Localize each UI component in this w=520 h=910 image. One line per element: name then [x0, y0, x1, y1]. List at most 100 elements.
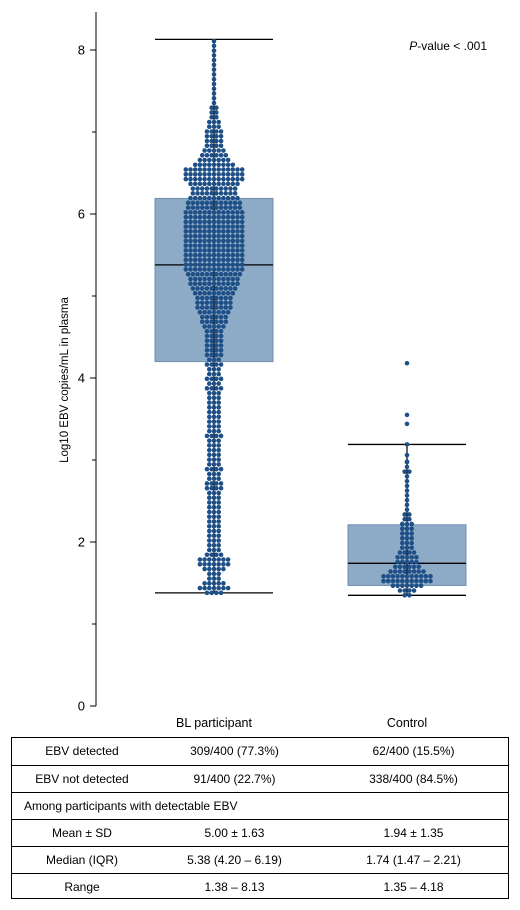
data-point	[216, 281, 221, 287]
data-point	[409, 521, 415, 527]
data-point	[190, 286, 196, 291]
data-point	[216, 195, 221, 201]
data-point	[209, 485, 214, 491]
data-point	[211, 248, 217, 253]
data-point	[221, 210, 226, 215]
data-point	[235, 172, 240, 177]
data-point	[211, 557, 217, 562]
data-point	[192, 248, 198, 253]
data-point	[207, 495, 212, 501]
data-point	[239, 257, 245, 263]
data-point	[211, 243, 217, 248]
data-point	[216, 148, 221, 153]
data-point	[407, 469, 412, 474]
data-point	[216, 557, 221, 562]
data-point	[192, 229, 198, 234]
data-point	[214, 191, 219, 196]
data-point	[207, 562, 212, 567]
data-point	[211, 566, 217, 572]
data-point	[197, 248, 203, 253]
data-point	[404, 452, 410, 458]
data-point	[211, 38, 217, 44]
data-point	[395, 554, 400, 560]
data-point	[216, 224, 221, 229]
data-point	[225, 162, 231, 168]
data-point	[214, 152, 219, 158]
data-point	[214, 133, 219, 139]
data-point	[216, 519, 221, 524]
data-point	[204, 319, 210, 325]
data-point	[235, 252, 240, 258]
data-point	[211, 224, 217, 229]
table-row: Range 1.38 – 8.13 1.35 – 4.18	[12, 873, 508, 900]
data-point	[204, 386, 210, 391]
data-point	[228, 295, 233, 301]
data-point	[216, 409, 221, 415]
data-point	[211, 162, 217, 168]
data-point	[400, 521, 405, 527]
data-point	[207, 504, 212, 510]
data-point	[404, 502, 410, 508]
data-point	[407, 512, 412, 517]
data-point	[211, 62, 217, 68]
data-point	[221, 243, 226, 248]
data-point	[211, 86, 217, 92]
bl-value: 5.00 ± 1.63	[204, 826, 265, 840]
data-point	[192, 176, 198, 182]
table-row: Among participants with detectable EBV	[12, 792, 508, 820]
data-point	[218, 347, 224, 353]
data-point	[211, 72, 217, 77]
data-point	[211, 81, 217, 87]
data-point	[188, 233, 193, 239]
data-point	[204, 300, 210, 306]
data-point	[188, 262, 193, 267]
data-point	[225, 562, 231, 567]
data-point	[209, 338, 214, 344]
data-point	[204, 352, 210, 358]
data-point	[209, 333, 214, 339]
data-point	[402, 516, 407, 522]
data-point	[216, 324, 221, 329]
data-point	[218, 305, 224, 310]
data-point	[214, 200, 219, 206]
data-point	[190, 186, 196, 191]
data-point	[239, 267, 245, 272]
data-point	[214, 376, 219, 382]
bl-value: 5.38 (4.20 – 6.19)	[187, 853, 282, 867]
bl-value: 1.38 – 8.13	[204, 880, 265, 894]
data-point	[400, 554, 405, 560]
y-tick-label: 6	[78, 207, 85, 222]
data-point	[230, 281, 236, 287]
data-point	[235, 176, 240, 182]
data-point	[192, 181, 198, 187]
data-point	[211, 581, 217, 586]
data-point	[204, 314, 210, 320]
data-point	[204, 466, 210, 472]
data-point	[211, 447, 217, 453]
data-point	[230, 195, 236, 201]
data-point	[409, 526, 415, 532]
data-point	[188, 219, 193, 225]
data-point	[204, 333, 210, 339]
data-point	[214, 286, 219, 291]
data-point	[207, 124, 212, 130]
data-point	[197, 233, 203, 239]
data-point	[207, 581, 212, 586]
data-point	[211, 414, 217, 420]
data-point	[211, 119, 217, 125]
data-point	[209, 328, 214, 334]
data-point	[421, 569, 426, 574]
data-point	[407, 593, 412, 598]
data-point	[223, 295, 229, 301]
data-point	[218, 466, 224, 472]
section-label: Among participants with detectable EBV	[24, 799, 238, 813]
data-point	[209, 105, 214, 111]
data-point	[216, 452, 221, 458]
data-point	[216, 443, 221, 448]
data-point	[211, 504, 217, 510]
data-point	[207, 281, 212, 287]
data-point	[207, 324, 212, 329]
data-point	[207, 309, 212, 315]
data-point	[209, 138, 214, 144]
data-point	[211, 262, 217, 267]
